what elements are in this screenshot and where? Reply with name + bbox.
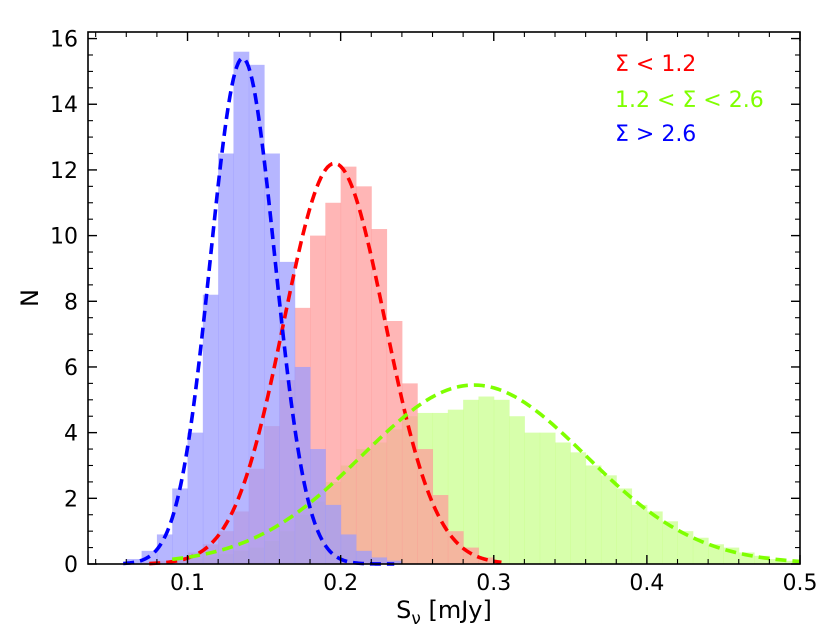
hist-bar-mid bbox=[447, 409, 464, 564]
x-tick-label: 0.3 bbox=[476, 571, 511, 596]
hist-bar-mid bbox=[677, 531, 694, 564]
hist-bar-low bbox=[355, 186, 372, 564]
fit-curve-mid bbox=[172, 383, 801, 564]
hist-bar-low bbox=[386, 320, 403, 564]
hist-bar-mid bbox=[600, 475, 617, 564]
plot-frame bbox=[87, 31, 801, 565]
hist-bar-high bbox=[233, 51, 250, 564]
y-tick-label: 8 bbox=[64, 290, 78, 315]
x-tick-label: 0.1 bbox=[170, 571, 205, 596]
hist-bar-low bbox=[371, 229, 388, 564]
hist-bar-high bbox=[386, 560, 403, 564]
hist-bar-low bbox=[417, 449, 434, 564]
hist-bar-mid bbox=[539, 432, 556, 564]
hist-bar-mid bbox=[524, 432, 541, 564]
hist-bar-high bbox=[264, 153, 280, 565]
hist-bar-mid bbox=[631, 504, 648, 564]
legend-entry-mid: 1.2 < Σ < 2.6 bbox=[615, 88, 764, 113]
x-axis-title: Sν [mJy] bbox=[396, 596, 492, 629]
hist-bar-mid bbox=[754, 555, 770, 564]
x-axis-title-subscript: ν bbox=[411, 609, 421, 629]
hist-bar-low bbox=[325, 202, 342, 564]
hist-bar-high bbox=[325, 504, 342, 564]
hist-bar-mid bbox=[738, 552, 755, 564]
y-tick-label: 16 bbox=[50, 28, 78, 53]
y-tick-label: 6 bbox=[64, 356, 78, 381]
y-tick-label: 14 bbox=[50, 93, 78, 118]
x-axis-title-unit: [mJy] bbox=[421, 596, 492, 624]
hist-bar-high bbox=[156, 534, 173, 564]
tick-labels: 0.1 0.2 0.3 0.4 0.5 0 2 4 6 8 10 12 14 16 bbox=[50, 28, 818, 596]
hist-bar-high bbox=[126, 559, 143, 564]
legend: Σ < 1.2 1.2 < Σ < 2.6 Σ > 2.6 bbox=[615, 52, 764, 147]
legend-entry-low: Σ < 1.2 bbox=[615, 52, 696, 77]
hist-bar-high bbox=[187, 432, 204, 564]
hist-bar-high bbox=[371, 557, 388, 564]
hist-bar-mid bbox=[555, 442, 571, 564]
fit-curve-low bbox=[149, 161, 502, 566]
fit-curves-layer bbox=[123, 56, 801, 566]
hist-bar-low bbox=[401, 383, 418, 564]
x-tick-label: 0.2 bbox=[323, 571, 358, 596]
hist-bar-high bbox=[340, 534, 357, 564]
hist-bar-mid bbox=[493, 399, 510, 564]
x-tick-label: 0.5 bbox=[783, 571, 818, 596]
x-tick-label: 0.4 bbox=[629, 571, 664, 596]
hist-bar-mid bbox=[463, 399, 479, 564]
axes-frame bbox=[87, 31, 801, 565]
fit-curve-high bbox=[123, 56, 395, 566]
hist-bar-high bbox=[202, 294, 219, 564]
hist-bar-low bbox=[340, 166, 357, 564]
x-axis-title-main: S bbox=[396, 596, 411, 624]
hist-bar-mid bbox=[708, 544, 724, 564]
hist-bar-mid bbox=[478, 396, 495, 564]
hist-bar-high bbox=[172, 488, 189, 564]
y-tick-label: 12 bbox=[50, 159, 78, 184]
hist-bar-mid bbox=[616, 488, 633, 564]
hist-bar-mid bbox=[646, 511, 663, 564]
y-axis-title: N bbox=[16, 289, 44, 307]
hist-bar-high bbox=[355, 550, 372, 564]
hist-bar-mid bbox=[692, 537, 709, 564]
hist-bar-high bbox=[248, 64, 265, 564]
hist-bar-high bbox=[310, 449, 326, 564]
legend-entry-high: Σ > 2.6 bbox=[615, 122, 696, 147]
histogram-bars-layer bbox=[126, 51, 801, 565]
hist-bar-high bbox=[218, 153, 234, 565]
hist-bar-low bbox=[447, 531, 464, 564]
hist-bar-mid bbox=[570, 452, 587, 564]
hist-bar-mid bbox=[585, 465, 602, 564]
y-tick-label: 2 bbox=[64, 487, 78, 512]
hist-bar-mid bbox=[769, 559, 786, 564]
hist-bar-mid bbox=[509, 416, 525, 564]
y-tick-label: 10 bbox=[50, 225, 78, 250]
y-tick-label: 0 bbox=[64, 553, 78, 578]
axis-ticks bbox=[88, 32, 801, 565]
hist-bar-mid bbox=[662, 521, 679, 564]
y-tick-label: 4 bbox=[64, 422, 78, 447]
